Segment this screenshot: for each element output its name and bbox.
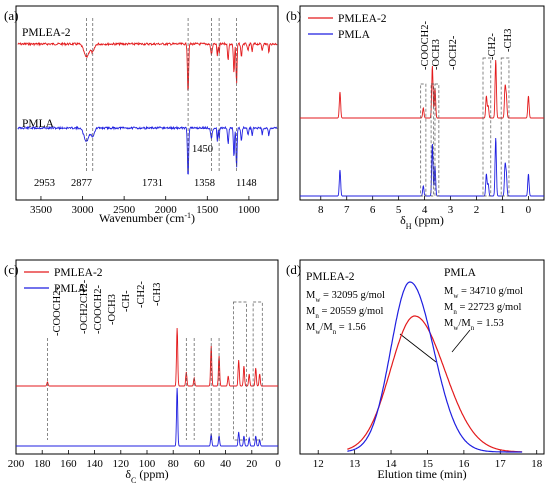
panel-c-ticklabel-3: 140 xyxy=(86,458,103,470)
panel-b-guide-box-1 xyxy=(430,83,435,197)
panel-d-ticklabel-5: 17 xyxy=(495,458,507,470)
panel-a-xlabel: Wavenumber (cm-1) xyxy=(99,211,195,226)
panel-b-ticklabel-4: 4 xyxy=(422,204,428,216)
panel-b-ticklabel-7: 1 xyxy=(500,204,506,216)
panel-c-guide-box-ch3 xyxy=(252,301,263,441)
panel-c-guide-box-ch2 xyxy=(233,301,247,441)
panel-b-label-ch2: -CH2- xyxy=(487,33,498,60)
panel-c-label-ch3: -CH3 xyxy=(152,283,163,306)
panel-a-series-pmla xyxy=(17,125,278,175)
panel-c-label-och2ch2: -OCH2CH2- xyxy=(79,279,90,334)
panel-b-label-och3: -OCH3 xyxy=(431,39,442,70)
panel-b-legend-pmlea2: PMLEA-2 xyxy=(338,13,387,25)
panel-d-label: (d) xyxy=(286,262,301,277)
panel-d-annot-pmlea2-title: PMLEA-2 xyxy=(306,271,355,283)
panel-b-legend-pmla: PMLA xyxy=(338,29,371,41)
panel-b-series-pmla xyxy=(300,137,544,197)
panel-b-ticklabel-1: 7 xyxy=(344,204,350,216)
panel-b-ticklabel-0: 8 xyxy=(318,204,324,216)
panel-a-peak-1148: 1148 xyxy=(236,178,257,189)
panel-b-guide-box-0 xyxy=(420,83,427,197)
panel-b-guide-box-2 xyxy=(434,83,440,197)
panel-c-ticklabel-1: 180 xyxy=(34,458,51,470)
panel-c-label-ch: -CH- xyxy=(121,290,132,312)
panel-b-xlabel: δH (ppm) xyxy=(400,213,444,231)
panel-d-ticklabel-6: 18 xyxy=(531,458,543,470)
panel-c-ticklabel-6: 80 xyxy=(168,458,180,470)
panel-d-annot-pmla-mw: Mw = 34710 g/mol xyxy=(444,286,523,300)
panel-b-ticklabel-6: 2 xyxy=(474,204,480,216)
panel-d-series-pmlea2 xyxy=(347,315,523,453)
panel-b-ticklabel-3: 5 xyxy=(396,204,402,216)
panel-d-annot-pmlea2-pdi: Mw/Mn = 1.56 xyxy=(306,322,366,336)
panel-a-ticklabel-2: 2500 xyxy=(113,204,136,216)
panel-b-series-pmlea2 xyxy=(300,59,544,119)
panel-c-xlabel: δC (ppm) xyxy=(125,467,168,485)
panel-c-series-pmla xyxy=(16,387,278,447)
panel-d-annot-pmla-mn: Mn = 22723 g/mol xyxy=(444,302,521,316)
panel-d-arrow-pmlea2 xyxy=(399,333,437,363)
panel-c-ticklabel-5: 100 xyxy=(139,458,156,470)
panel-b-label-cooch2: -COOCH2- xyxy=(420,20,431,70)
panel-d-ticklabel-2: 14 xyxy=(386,458,398,470)
panel-c-ticklabel-9: 20 xyxy=(246,458,258,470)
panel-b-frame xyxy=(299,5,545,201)
panel-a-peak-1450: 1450 xyxy=(192,144,213,155)
panel-c-label-cooch2: -COOCH2- xyxy=(93,284,104,334)
panel-d-frame xyxy=(299,259,545,455)
panel-a-label: (a) xyxy=(4,8,18,23)
panel-d-annot-pmla-title: PMLA xyxy=(444,267,477,279)
panel-c-label-ch2: -CH2- xyxy=(136,281,147,308)
panel-c-series-pmlea2 xyxy=(16,327,278,387)
panel-d-xlabel: Elution time (min) xyxy=(377,467,466,481)
panel-a-peak-1731: 1731 xyxy=(142,178,163,189)
panel-a-peak-2877: 2877 xyxy=(71,178,92,189)
panel-a-ticklabel-1: 3000 xyxy=(72,204,95,216)
panel-b-ticklabel-2: 6 xyxy=(370,204,376,216)
panel-d-ticklabel-3: 15 xyxy=(422,458,434,470)
panel-a-peak-2953: 2953 xyxy=(34,178,55,189)
panel-c-ticklabel-7: 60 xyxy=(194,458,206,470)
panel-a-series-label-pmla: PMLA xyxy=(22,118,55,130)
panel-a-ticklabel-0: 3500 xyxy=(30,204,53,216)
panel-a-ticklabel-4: 1500 xyxy=(196,204,219,216)
panel-b-guide-box-4 xyxy=(500,57,510,197)
panel-b-ticklabel-8: 0 xyxy=(526,204,532,216)
panel-d-series-pmla xyxy=(347,281,523,453)
panel-c-label-cooch2-carbonyl: -COOCH2- xyxy=(52,286,63,336)
panel-c-ticklabel-0: 200 xyxy=(8,458,25,470)
panel-b-label: (b) xyxy=(286,8,301,23)
panel-c-ticklabel-4: 120 xyxy=(113,458,130,470)
panel-c-legend-pmla: PMLA xyxy=(54,283,87,295)
panel-a-series-pmlea2 xyxy=(17,41,278,91)
panel-d-annot-pmlea2-mw: Mw = 32095 g/mol xyxy=(306,290,385,304)
panel-c-label-och3: -OCH3 xyxy=(107,294,118,325)
panel-c-legend-pmlea2: PMLEA-2 xyxy=(54,267,103,279)
panel-a-peak-1358: 1358 xyxy=(194,178,215,189)
panel-d-arrow-pmla xyxy=(451,329,471,353)
panel-b-label-ch3: -CH3 xyxy=(503,29,514,52)
panel-d-annot-pmlea2-mn: Mn = 20559 g/mol xyxy=(306,306,383,320)
panel-a-series-label-pmlea2: PMLEA-2 xyxy=(22,27,71,39)
panel-c-label: (c) xyxy=(4,262,18,277)
panel-a-ticklabel-5: 1000 xyxy=(238,204,261,216)
panel-c-ticklabel-2: 160 xyxy=(60,458,77,470)
panel-c-ticklabel-10: 0 xyxy=(275,458,281,470)
panel-d-ticklabel-1: 13 xyxy=(349,458,361,470)
panel-b-guide-box-3 xyxy=(482,57,492,197)
panel-c-ticklabel-8: 40 xyxy=(220,458,232,470)
panel-d-ticklabel-4: 16 xyxy=(458,458,470,470)
panel-b-ticklabel-5: 3 xyxy=(448,204,454,216)
panel-a-frame xyxy=(15,5,279,201)
panel-d-ticklabel-0: 12 xyxy=(313,458,324,470)
panel-d-annot-pmla-pdi: Mw/Mn = 1.53 xyxy=(444,318,504,332)
panel-a-ticklabel-3: 2000 xyxy=(155,204,178,216)
panel-b-label-och2: -OCH2- xyxy=(448,35,459,70)
